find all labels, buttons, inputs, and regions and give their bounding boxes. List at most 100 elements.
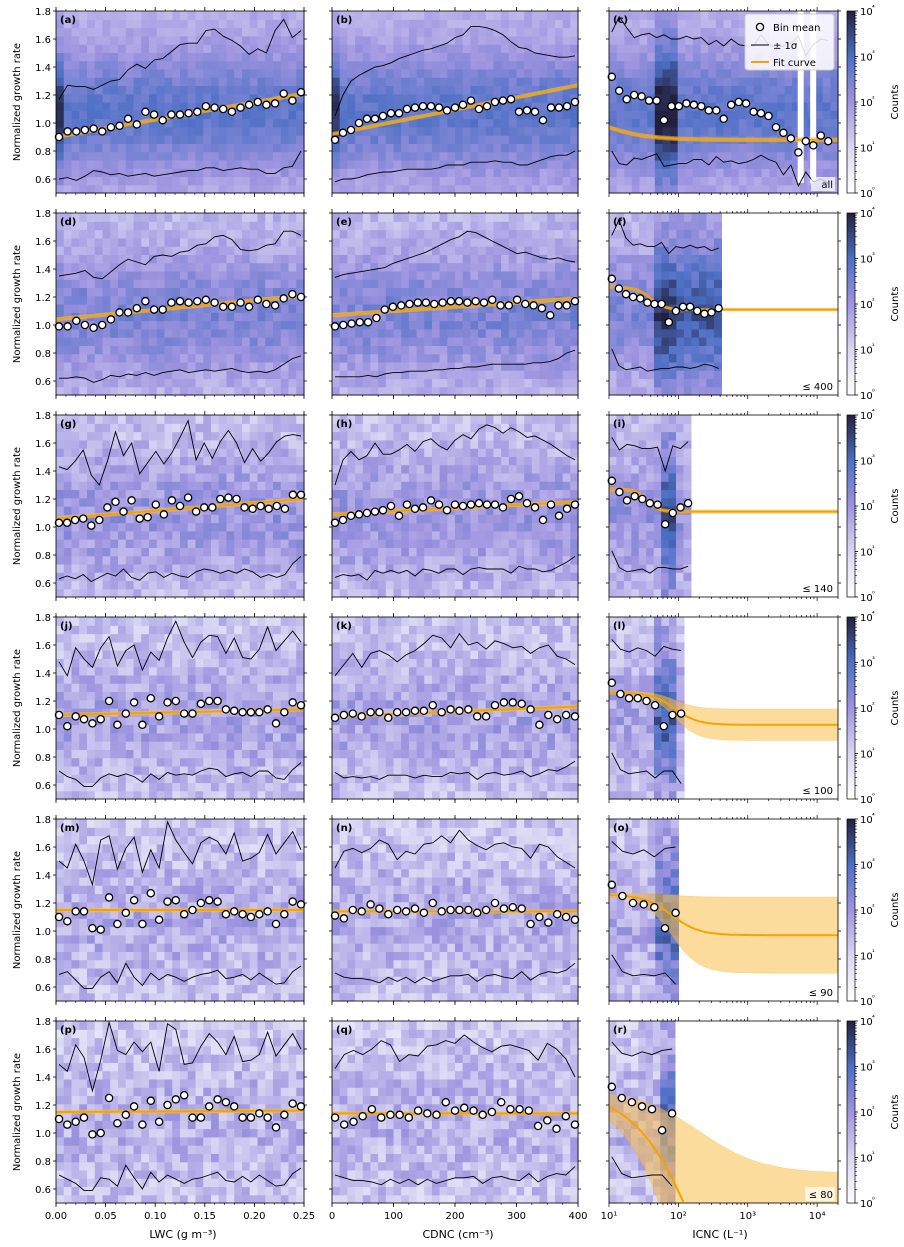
heat-cell (156, 522, 166, 532)
heat-cell (616, 19, 625, 29)
heat-cell (408, 176, 418, 186)
heat-cell (339, 184, 348, 194)
heat-cell (71, 386, 80, 396)
heat-cell (257, 93, 266, 103)
heat-cell (110, 295, 119, 305)
heat-cell (447, 221, 456, 231)
heat-cell (830, 143, 839, 153)
heat-cell (493, 19, 502, 29)
heat-cell (416, 246, 425, 255)
sigma-lower-line (58, 150, 302, 181)
heat-cell (401, 370, 410, 380)
heat-cell (133, 35, 142, 45)
heat-cell (792, 168, 801, 178)
heat-cell (431, 68, 441, 78)
heat-cell (624, 110, 633, 120)
heat-cell (203, 386, 212, 396)
heat-cell (187, 337, 197, 346)
heat-cell (493, 85, 502, 95)
heat-cell (355, 159, 364, 169)
heat-cell (180, 295, 189, 305)
heat-cell (531, 44, 541, 53)
heat-cell (257, 35, 266, 45)
heat-cell (609, 102, 618, 111)
bin-mean-marker (438, 298, 447, 307)
heat-cell (71, 295, 80, 305)
heat-cell (646, 386, 655, 396)
heat-cell (424, 337, 433, 346)
heat-cell (698, 237, 707, 247)
bin-mean-marker (562, 101, 572, 111)
heat-cell (280, 110, 290, 120)
heat-cell (63, 522, 73, 532)
heat-cell (401, 320, 410, 330)
heat-cell (493, 337, 502, 346)
heat-cell (623, 386, 633, 396)
heat-cell (211, 563, 220, 573)
heat-cell (118, 27, 127, 37)
heat-cell (149, 85, 158, 95)
heat-cell (339, 213, 348, 222)
heat-cell (639, 143, 648, 153)
heat-cell (156, 439, 166, 449)
heat-cell (94, 168, 104, 178)
heat-cell (408, 35, 418, 45)
heat-cell (156, 237, 166, 247)
heat-cell (56, 237, 65, 247)
heat-cell (715, 118, 725, 128)
heat-cell (539, 353, 548, 363)
heat-cell (830, 85, 839, 95)
heat-cell (63, 118, 73, 128)
heat-cell (631, 353, 640, 363)
heat-cell (118, 52, 127, 62)
heat-cell (249, 44, 259, 53)
heat-cell (609, 246, 618, 255)
heat-cell (516, 118, 525, 128)
heat-cell (187, 35, 197, 45)
heat-cell (623, 345, 633, 355)
heat-cell (470, 118, 479, 128)
heat-cell (485, 151, 495, 161)
heat-cell (280, 151, 290, 161)
heat-cell (362, 287, 372, 297)
heat-cell (691, 320, 700, 330)
heat-cell (761, 68, 770, 78)
heat-cell (234, 287, 243, 297)
heat-cell (332, 262, 341, 272)
heat-cell (79, 304, 88, 313)
heat-cell (149, 93, 158, 103)
heat-cell (172, 143, 181, 153)
heat-cell (226, 159, 235, 169)
heat-cell (164, 514, 173, 524)
heat-cell (218, 184, 228, 194)
heat-cell (653, 287, 663, 297)
heat-cell (393, 221, 402, 231)
heat-cell (172, 229, 181, 239)
heat-cell (288, 320, 297, 330)
heat-cell (332, 246, 341, 255)
heat-cell (609, 386, 618, 396)
heat-cell (63, 287, 73, 297)
heat-cell (539, 229, 548, 239)
heat-cell (211, 522, 220, 532)
heat-cell (738, 35, 747, 45)
heat-cell (180, 522, 189, 532)
heat-cell (516, 370, 525, 380)
heat-cell (339, 337, 348, 346)
heat-cell (79, 472, 88, 482)
heat-cell (539, 35, 548, 45)
heat-cell (706, 221, 715, 231)
heat-cell (501, 312, 510, 322)
heat-cell (195, 221, 204, 231)
bin-mean-marker (97, 127, 107, 136)
heat-cell (203, 472, 212, 482)
heat-cell (234, 93, 243, 103)
heat-cell (94, 135, 104, 144)
heat-cell (393, 386, 402, 396)
heat-cell (180, 35, 189, 45)
heat-cell (211, 580, 220, 590)
heat-cell (156, 361, 166, 371)
heat-cell (370, 254, 379, 264)
heat-cell (713, 328, 722, 338)
